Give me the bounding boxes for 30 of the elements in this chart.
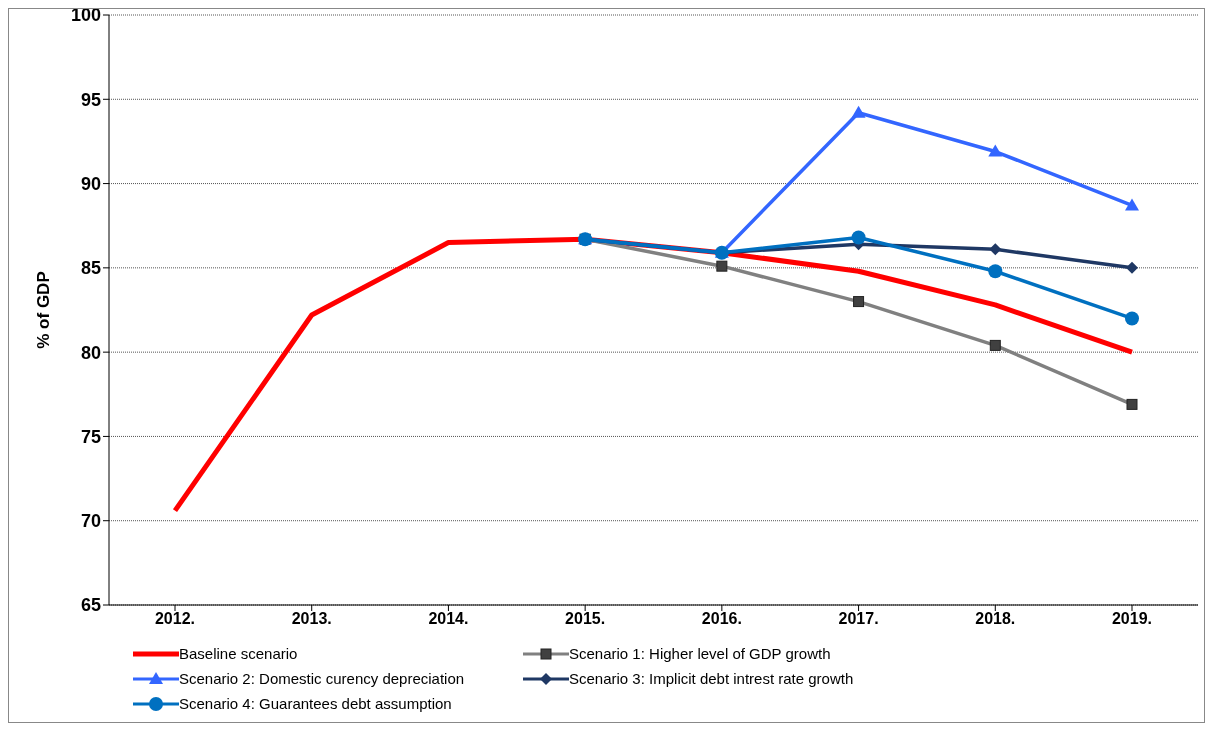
y-axis-title: % of GDP xyxy=(34,271,54,349)
point xyxy=(988,264,1003,279)
point xyxy=(851,105,866,118)
y-tick-label: 100 xyxy=(70,5,101,26)
point xyxy=(1125,311,1139,326)
y-tick-label: 80 xyxy=(80,342,101,363)
x-tick-label: 2018. xyxy=(975,610,1016,628)
y-tick-label: 65 xyxy=(80,595,101,616)
x-tick-label: 2014. xyxy=(428,610,469,628)
legend-label: Scenario 2: Domestic curency depreciation xyxy=(179,670,465,687)
point xyxy=(989,243,1002,256)
x-tick-label: 2012. xyxy=(154,610,196,628)
legend-label: Baseline scenario xyxy=(179,645,298,662)
x-tick-label: 2016. xyxy=(701,610,742,628)
legend-label: Scenario 4: Guarantees debt assumption xyxy=(179,695,452,712)
y-tick-label: 85 xyxy=(80,258,101,279)
y-tick-label: 95 xyxy=(80,89,101,110)
point xyxy=(851,230,866,245)
legend-label: Scenario 3: Implicit debt intrest rate growth xyxy=(569,670,854,687)
x-tick-label: 2019. xyxy=(1111,610,1153,628)
x-tick-label: 2017. xyxy=(838,610,879,628)
x-tick-label: 2013. xyxy=(291,610,332,628)
y-tick-label: 75 xyxy=(80,426,101,447)
legend-label: Scenario 1: Higher level of GDP growth xyxy=(569,645,831,662)
point xyxy=(1125,198,1139,211)
point xyxy=(988,144,1003,157)
y-tick-label: 90 xyxy=(80,173,101,194)
point xyxy=(1126,261,1138,274)
y-tick-label: 70 xyxy=(80,511,101,532)
x-tick-label: 2015. xyxy=(565,610,606,628)
